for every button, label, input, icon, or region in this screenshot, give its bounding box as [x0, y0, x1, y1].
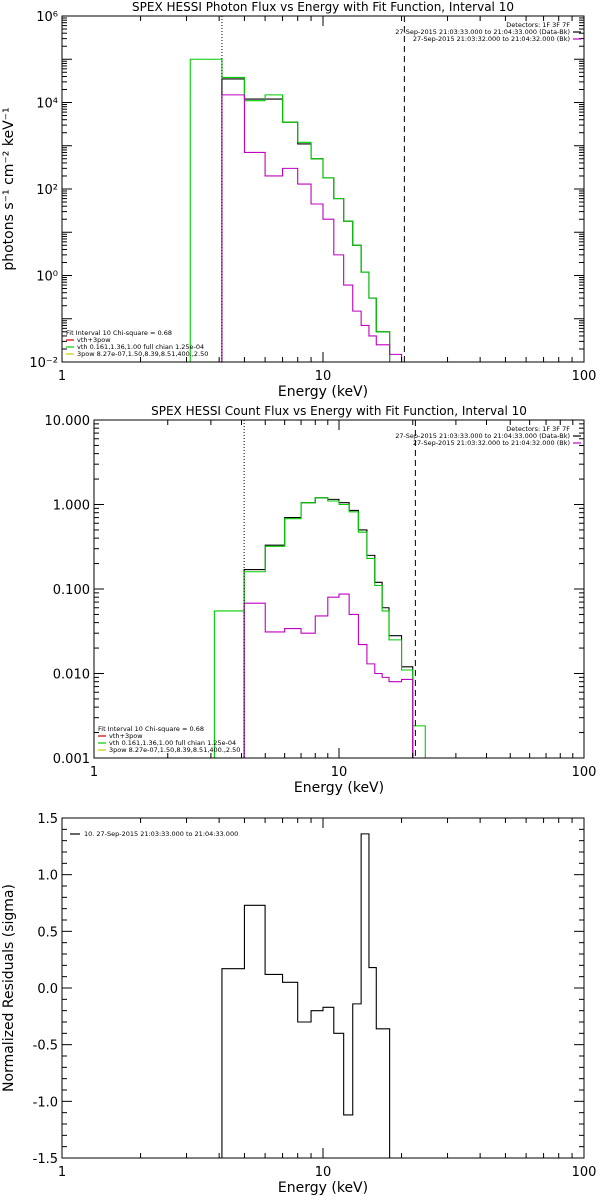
y-tick-label: 10²: [36, 183, 58, 198]
header-line: 27-Sep-2015 21:03:32.000 to 21:04:32.000…: [413, 35, 570, 43]
y-tick-label: -1.5: [33, 1152, 58, 1167]
legend-entry: 3pow 8.27e-07,1.50,8.39,8.51,400.,2.50: [109, 746, 240, 754]
series-2-line: [243, 593, 414, 758]
y-tick-label: -1.0: [33, 1095, 58, 1110]
y-tick-label: 0.5: [37, 925, 58, 940]
x-tick-label: 1: [58, 1165, 66, 1180]
y-tick-label: 1.000: [53, 499, 90, 514]
legend-entry: Fit Interval 10 Chi-square = 0.68: [66, 329, 172, 337]
chart-2: [93, 419, 585, 759]
x-tick-label: 1: [90, 765, 98, 780]
x-tick-label: 10: [315, 369, 332, 384]
x-tick-label: 10: [315, 1165, 332, 1180]
chart-3: [61, 817, 585, 1159]
x-axis-label: Energy (keV): [278, 384, 368, 400]
x-axis-label: Energy (keV): [278, 1180, 368, 1196]
series-1-line: [189, 58, 415, 363]
y-tick-label: 1.0: [37, 869, 58, 884]
y-tick-label: 10.000: [45, 414, 91, 429]
y-tick-label: 0.001: [53, 752, 90, 767]
legend-entry: Fit Interval 10 Chi-square = 0.68: [98, 725, 204, 733]
header-line: 27-Sep-2015 21:03:33.000 to 21:04:33.000…: [395, 28, 570, 36]
y-tick-label: 0.100: [53, 583, 90, 598]
series-0-line: [221, 78, 402, 363]
plot-frame: [93, 419, 585, 759]
header-line: 27-Sep-2015 21:03:33.000 to 21:04:33.000…: [395, 432, 570, 440]
y-tick-label: 10⁻²: [29, 356, 58, 371]
legend-entry: 10. 27-Sep-2015 21:03:33.000 to 21:04:33…: [84, 830, 238, 838]
y-axis-label: photons s⁻¹ cm⁻² keV⁻¹: [1, 107, 17, 270]
legend-entry: vth 0.161,1.36,1.00 full chian 1.25e-04: [77, 343, 204, 351]
y-axis-label: Normalized Residuals (sigma): [1, 884, 17, 1092]
legend-entry: vth 0.161,1.36,1.00 full chian 1.25e-04: [109, 739, 236, 747]
x-tick-label: 100: [572, 1165, 597, 1180]
y-tick-label: 10⁴: [36, 97, 58, 112]
y-tick-label: 0.010: [53, 668, 90, 683]
x-tick-label: 100: [572, 765, 597, 780]
series-1-line: [213, 497, 426, 758]
header-line: 27-Sep-2015 21:03:32.000 to 21:04:32.000…: [413, 439, 570, 447]
legend-entry: vth+3pow: [77, 336, 111, 344]
y-tick-label: 1.5: [37, 812, 58, 827]
plot-frame: [61, 15, 585, 363]
series-0-line: [243, 497, 414, 758]
chart-1: [61, 15, 585, 363]
legend-entry: 3pow 8.27e-07,1.50,8.39,8.51,400.,2.50: [77, 350, 208, 358]
y-tick-label: 10⁰: [36, 270, 58, 285]
series-0-line: [221, 833, 391, 1158]
x-tick-label: 1: [58, 369, 66, 384]
plot-frame: [61, 817, 585, 1159]
legend-entry: vth+3pow: [109, 732, 143, 740]
chart-title: SPEX HESSI Photon Flux vs Energy with Fi…: [132, 0, 514, 14]
x-tick-label: 10: [331, 765, 348, 780]
header-line: Detectors: 1F 3F 7F: [506, 425, 570, 433]
chart-title: SPEX HESSI Count Flux vs Energy with Fit…: [151, 404, 527, 418]
y-tick-label: -0.5: [33, 1039, 58, 1054]
series-2-line: [221, 94, 403, 362]
y-tick-label: 0.0: [37, 982, 58, 997]
header-line: Detectors: 1F 3F 7F: [506, 21, 570, 29]
y-tick-label: 10⁶: [36, 10, 58, 25]
x-tick-label: 100: [572, 369, 597, 384]
x-axis-label: Energy (keV): [294, 780, 384, 796]
